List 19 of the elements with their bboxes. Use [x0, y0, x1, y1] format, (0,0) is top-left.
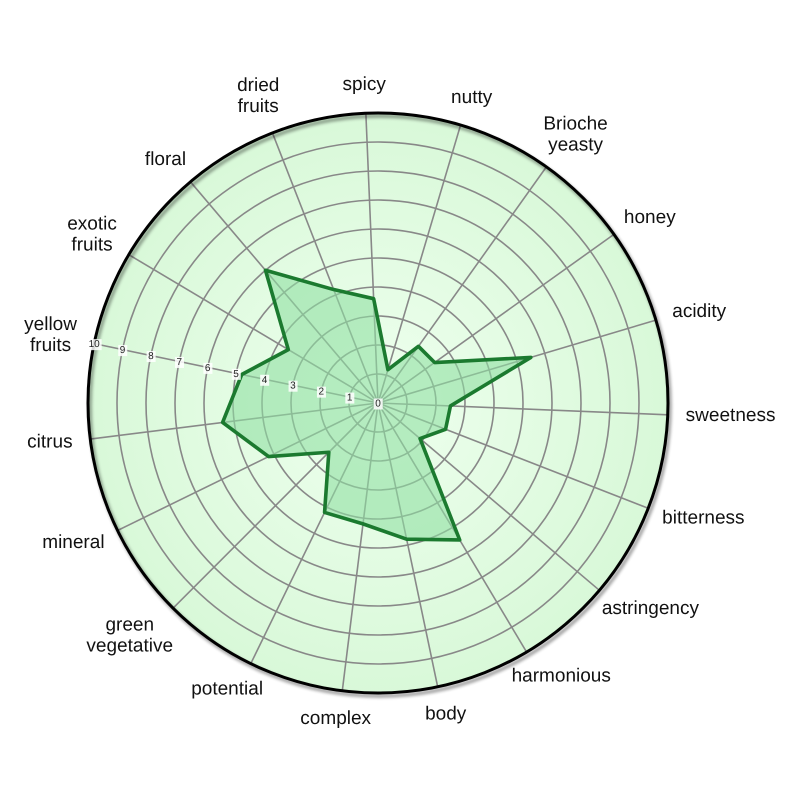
spoke-label: acidity	[672, 301, 727, 322]
spoke-label: green vegetative	[86, 614, 174, 656]
spoke-label: yellow fruits	[24, 314, 78, 356]
spoke-label: body	[425, 704, 467, 725]
spoke-label: nutty	[451, 86, 493, 108]
spoke-label: exotic fruits	[67, 213, 117, 256]
spoke-label: sweetness	[686, 405, 776, 426]
spoke-label: complex	[300, 708, 372, 730]
spoke-label: potential	[191, 678, 264, 700]
spoke-label: spicy	[342, 74, 386, 95]
spoke-label: dried fruits	[237, 75, 280, 118]
spoke-label: harmonious	[512, 666, 611, 687]
spoke-label: honey	[624, 206, 676, 228]
spoke-label: Brioche yeasty	[543, 114, 608, 156]
spoke-label: citrus	[27, 432, 73, 453]
spoke-label: mineral	[42, 532, 105, 554]
spoke-label: floral	[144, 149, 186, 170]
spoke-label: astringency	[602, 598, 700, 619]
spoke-label: bitterness	[662, 508, 745, 529]
